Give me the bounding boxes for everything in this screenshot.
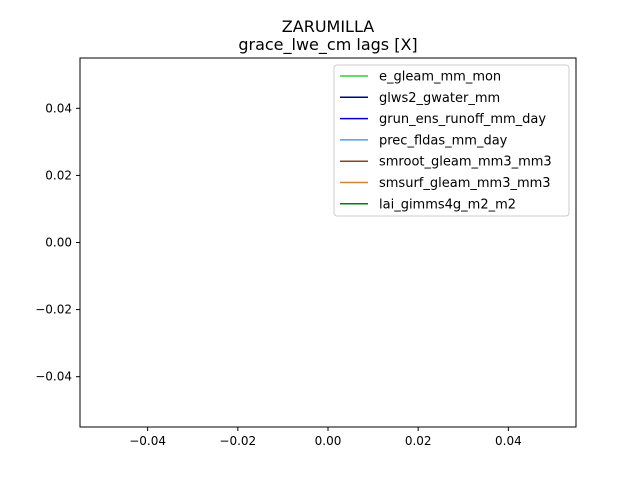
- y-tick-label: −0.04: [35, 370, 72, 384]
- x-tick-label: −0.04: [129, 434, 166, 448]
- y-axis: −0.04 −0.02 0.00 0.02 0.04: [35, 101, 80, 384]
- chart-title: ZARUMILLA: [282, 17, 374, 36]
- y-tick-label: 0.00: [45, 236, 72, 250]
- x-tick-label: 0.02: [405, 434, 432, 448]
- legend-label-glws2_gwater_mm: glws2_gwater_mm: [379, 91, 500, 106]
- legend-label-e_gleam_mm_mon: e_gleam_mm_mon: [379, 70, 501, 85]
- y-tick-label: 0.04: [45, 101, 72, 115]
- legend-label-grun_ens_runoff_mm_day: grun_ens_runoff_mm_day: [379, 112, 546, 127]
- legend-box: [333, 64, 570, 217]
- legend-label-smsurf_gleam_mm3_mm3: smsurf_gleam_mm3_mm3: [379, 176, 551, 191]
- chart-subtitle: grace_lwe_cm lags [X]: [238, 35, 417, 55]
- legend-label-prec_fldas_mm_day: prec_fldas_mm_day: [379, 133, 508, 148]
- x-axis: −0.04 −0.02 0.00 0.02 0.04: [129, 427, 522, 448]
- x-tick-label: 0.04: [495, 434, 522, 448]
- x-tick-label: −0.02: [219, 434, 256, 448]
- legend-label-lai_gimms4g_m2_m2: lai_gimms4g_m2_m2: [379, 197, 516, 212]
- y-tick-label: 0.02: [45, 168, 72, 182]
- y-tick-label: −0.02: [35, 303, 72, 317]
- x-tick-label: 0.00: [315, 434, 342, 448]
- legend: e_gleam_mm_mon glws2_gwater_mm grun_ens_ru…: [333, 64, 570, 217]
- legend-label-smroot_gleam_mm3_mm3: smroot_gleam_mm3_mm3: [379, 155, 552, 170]
